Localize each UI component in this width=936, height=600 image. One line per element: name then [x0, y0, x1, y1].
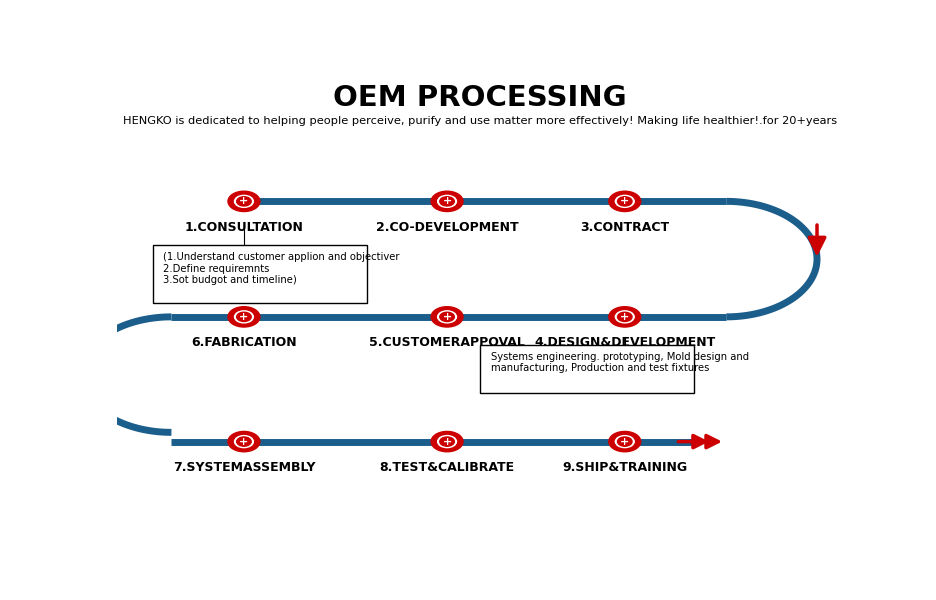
Text: +: + [443, 312, 452, 322]
Text: 7.SYSTEMASSEMBLY: 7.SYSTEMASSEMBLY [173, 461, 315, 474]
Text: +: + [443, 196, 452, 206]
Circle shape [228, 431, 260, 452]
Circle shape [235, 436, 254, 448]
Circle shape [228, 307, 260, 327]
Circle shape [440, 312, 454, 322]
Circle shape [438, 196, 457, 208]
Circle shape [440, 437, 454, 446]
Circle shape [615, 436, 635, 448]
Circle shape [618, 437, 632, 446]
Circle shape [237, 437, 251, 446]
Text: +: + [621, 196, 629, 206]
Circle shape [608, 431, 641, 452]
Text: +: + [240, 196, 249, 206]
Text: +: + [240, 312, 249, 322]
Text: 9.SHIP&TRAINING: 9.SHIP&TRAINING [563, 461, 687, 474]
Text: 5.CUSTOMERAPPOVAL: 5.CUSTOMERAPPOVAL [369, 336, 525, 349]
Text: 2.CO-DEVELOPMENT: 2.CO-DEVELOPMENT [375, 221, 519, 234]
Text: (1.Understand customer applion and objectiver
2.Define requiremnts
3.Sot budgot : (1.Understand customer applion and objec… [163, 252, 399, 286]
Circle shape [431, 431, 463, 452]
Text: +: + [240, 437, 249, 446]
Circle shape [431, 191, 463, 212]
Text: 8.TEST&CALIBRATE: 8.TEST&CALIBRATE [379, 461, 515, 474]
Circle shape [608, 307, 641, 327]
FancyBboxPatch shape [480, 344, 694, 393]
Circle shape [615, 311, 635, 323]
Circle shape [615, 196, 635, 208]
Text: OEM PROCESSING: OEM PROCESSING [333, 83, 626, 112]
Text: +: + [443, 437, 452, 446]
Circle shape [438, 311, 457, 323]
Circle shape [235, 196, 254, 208]
Circle shape [237, 312, 251, 322]
Text: Systems engineering. prototyping, Mold design and
manufacturing, Production and : Systems engineering. prototyping, Mold d… [490, 352, 749, 373]
Circle shape [235, 311, 254, 323]
Text: 6.FABRICATION: 6.FABRICATION [191, 336, 297, 349]
FancyBboxPatch shape [154, 245, 367, 303]
Circle shape [438, 436, 457, 448]
Text: +: + [621, 437, 629, 446]
Circle shape [228, 191, 260, 212]
Circle shape [618, 312, 632, 322]
Circle shape [608, 191, 641, 212]
Circle shape [440, 197, 454, 206]
Circle shape [618, 197, 632, 206]
Circle shape [431, 307, 463, 327]
Text: HENGKO is dedicated to helping people perceive, purify and use matter more effec: HENGKO is dedicated to helping people pe… [123, 116, 837, 126]
Text: 3.CONTRACT: 3.CONTRACT [580, 221, 669, 234]
Circle shape [237, 197, 251, 206]
Text: 1.CONSULTATION: 1.CONSULTATION [184, 221, 303, 234]
Text: 4.DESIGN&DEVELOPMENT: 4.DESIGN&DEVELOPMENT [534, 336, 715, 349]
Text: +: + [621, 312, 629, 322]
